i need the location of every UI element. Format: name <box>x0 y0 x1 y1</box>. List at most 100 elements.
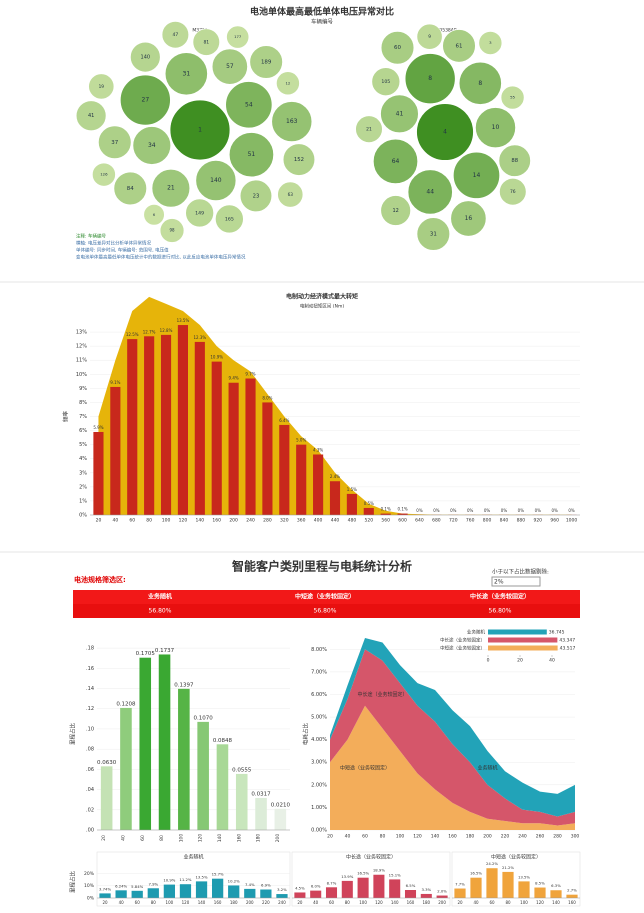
value-label: 7.7% <box>455 882 465 887</box>
bubble-label: 140 <box>210 177 222 184</box>
bar <box>195 881 208 898</box>
value-label: 15.1% <box>389 872 401 877</box>
y-tick-label: .02 <box>86 807 94 813</box>
bubble <box>249 45 283 79</box>
x-tick-label: 180 <box>230 900 238 905</box>
x-tick-label: 880 <box>517 518 526 524</box>
value-label: 0.0630 <box>97 760 117 766</box>
bar <box>179 884 192 898</box>
value-label: 13.9% <box>341 874 353 879</box>
bubble <box>416 217 451 251</box>
bubble-label: 51 <box>248 151 256 158</box>
y-tick-label: 0% <box>87 896 95 902</box>
area-series <box>330 649 575 826</box>
bubble <box>192 28 221 56</box>
x-tick-label: 720 <box>449 518 458 524</box>
x-tick-label: 200 <box>229 518 238 524</box>
x-tick-label: 40 <box>473 900 479 905</box>
x-tick-label: 180 <box>256 834 262 843</box>
y-tick-label: 5.00% <box>311 715 327 721</box>
bubble <box>161 20 190 49</box>
y-tick-label: 20% <box>84 871 95 877</box>
bubble-label: 98 <box>169 228 175 233</box>
bar <box>380 513 391 515</box>
bubble-label: 47 <box>173 32 179 38</box>
x-tick-label: 180 <box>466 834 475 840</box>
y-tick-label: 1.00% <box>311 805 327 811</box>
chart-title: 电制动力经济模式最大转矩 <box>286 293 358 301</box>
value-label: 4.5% <box>295 885 305 890</box>
bar <box>357 877 369 898</box>
value-label: 10.2% <box>228 878 240 883</box>
value-label: 9.7% <box>245 372 255 377</box>
value-label: 0.1705 <box>136 651 156 657</box>
value-label: 13.5% <box>177 318 190 323</box>
bar <box>255 797 267 830</box>
x-tick-label: 160 <box>568 900 576 905</box>
chart-subtitle: 电制动扭矩区间 (Nm) <box>300 303 344 310</box>
bar <box>404 890 417 898</box>
value-label: 24.2% <box>486 861 498 866</box>
x-tick-label: 60 <box>329 900 335 905</box>
x-tick-label: 80 <box>380 834 386 840</box>
bar <box>346 493 357 515</box>
table-row <box>73 604 580 618</box>
value-label: 16.5% <box>357 871 369 876</box>
bubble-label: 4 <box>443 129 447 136</box>
value-label: 13.5% <box>196 874 208 879</box>
bubble-label: 44 <box>426 188 434 195</box>
value-label: 10.9% <box>210 355 223 360</box>
x-tick-label: 240 <box>278 900 286 905</box>
y-tick-label: 0% <box>79 513 87 519</box>
bar <box>120 707 132 830</box>
value-label: 9.4% <box>229 376 239 381</box>
legend-bar <box>488 637 558 643</box>
table-header <box>73 590 580 604</box>
bar <box>310 890 322 898</box>
y-tick-label: .10 <box>86 726 94 732</box>
x-tick-label: 600 <box>398 518 407 524</box>
y-tick-label: 3% <box>79 470 87 476</box>
bubble <box>416 23 443 50</box>
bar <box>244 888 256 898</box>
value-label: 3.2% <box>277 887 287 892</box>
value-label: 12.5% <box>126 332 139 337</box>
bar <box>131 890 143 898</box>
bubble <box>143 203 165 226</box>
y-tick-label: 7% <box>79 414 87 420</box>
bar <box>194 341 205 515</box>
threshold-input[interactable] <box>491 576 541 587</box>
x-tick-label: 200 <box>246 900 254 905</box>
value-label: 7.9% <box>148 881 158 886</box>
y-tick-label: 10% <box>84 883 95 889</box>
bar <box>341 880 353 898</box>
x-tick-label: 220 <box>501 834 510 840</box>
bubble <box>416 103 474 161</box>
x-tick-label: 80 <box>146 518 152 524</box>
x-tick-label: 920 <box>533 518 542 524</box>
bar <box>158 654 171 830</box>
legend-bar <box>488 645 558 651</box>
x-tick-label: 20 <box>327 834 333 840</box>
value-label: 0% <box>568 508 575 513</box>
bar <box>177 325 188 515</box>
bubble-label: 3 <box>489 40 492 45</box>
value-label: 0% <box>551 508 558 513</box>
bubble-label: 84 <box>127 186 134 192</box>
bar <box>363 507 374 515</box>
x-tick-label: 140 <box>552 900 560 905</box>
bar <box>470 877 482 898</box>
bubble <box>380 94 419 134</box>
bubble-label: 41 <box>396 110 404 117</box>
panel-frame <box>291 851 451 907</box>
x-tick-label: 140 <box>198 900 206 905</box>
x-tick-label: 120 <box>179 518 188 524</box>
value-label: 15.7% <box>212 872 224 877</box>
bubble-label: 8 <box>428 75 432 82</box>
x-tick-label: 160 <box>407 900 415 905</box>
value-label: 0.1% <box>381 507 391 512</box>
bubble-label: 12 <box>285 80 290 85</box>
bubble <box>452 151 501 199</box>
bar <box>502 871 514 898</box>
y-tick-label: 2% <box>79 484 87 490</box>
